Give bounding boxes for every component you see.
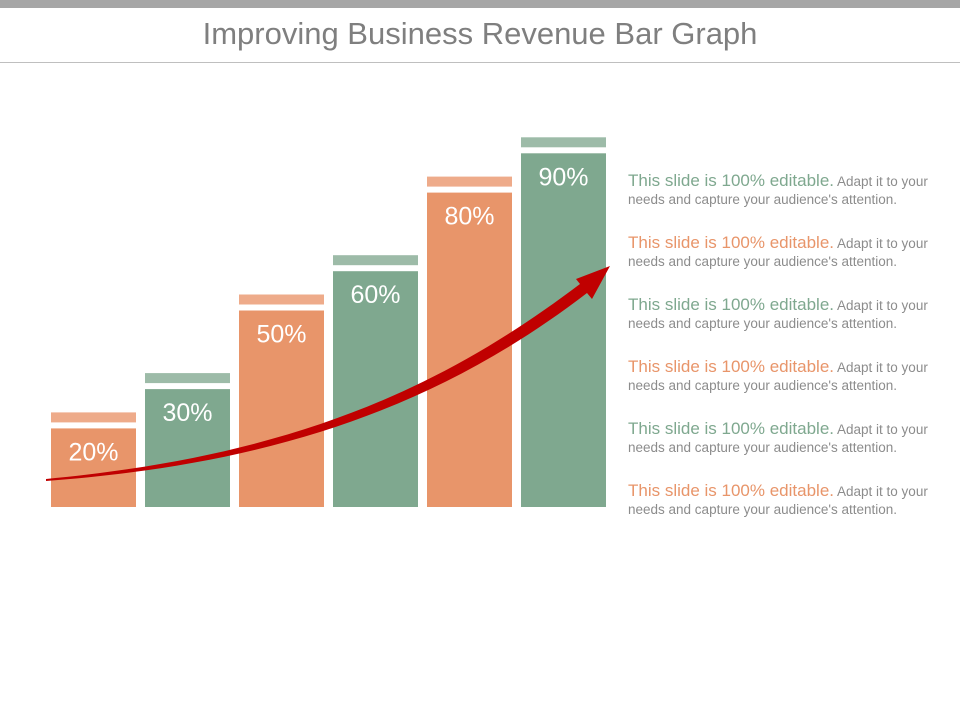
note-lead: This slide is 100% editable. bbox=[628, 233, 835, 252]
bar bbox=[51, 428, 136, 507]
bar-cap bbox=[51, 412, 136, 423]
bar-value-label: 80% bbox=[444, 203, 494, 231]
note-lead: This slide is 100% editable. bbox=[628, 481, 835, 500]
bar-cap bbox=[333, 255, 418, 266]
note-body: Adapt it to your needs and capture your … bbox=[628, 360, 928, 393]
note-item: This slide is 100% editable. Adapt it to… bbox=[628, 482, 928, 544]
note-body: Adapt it to your needs and capture your … bbox=[628, 236, 928, 269]
bar-cap bbox=[521, 137, 606, 148]
note-body: Adapt it to your needs and capture your … bbox=[628, 422, 928, 455]
bar-cap bbox=[239, 294, 324, 305]
slide-title: Improving Business Revenue Bar Graph bbox=[202, 16, 758, 51]
note-lead: This slide is 100% editable. bbox=[628, 171, 835, 190]
bar-value-label: 90% bbox=[538, 163, 588, 191]
note-body: Adapt it to your needs and capture your … bbox=[628, 298, 928, 331]
bar bbox=[239, 310, 324, 507]
note-body: Adapt it to your needs and capture your … bbox=[628, 174, 928, 207]
note-item: This slide is 100% editable. Adapt it to… bbox=[628, 234, 928, 296]
title-divider bbox=[0, 62, 960, 63]
note-item: This slide is 100% editable. Adapt it to… bbox=[628, 296, 928, 358]
note-lead: This slide is 100% editable. bbox=[628, 357, 835, 376]
bar bbox=[333, 271, 418, 507]
note-item: This slide is 100% editable. Adapt it to… bbox=[628, 420, 928, 482]
note-item: This slide is 100% editable. Adapt it to… bbox=[628, 358, 928, 420]
note-lead: This slide is 100% editable. bbox=[628, 419, 835, 438]
bar bbox=[521, 153, 606, 508]
top-accent-bar bbox=[0, 0, 960, 8]
note-item: This slide is 100% editable. Adapt it to… bbox=[628, 172, 928, 234]
bar-value-label: 30% bbox=[162, 399, 212, 427]
bar-value-label: 60% bbox=[350, 281, 400, 309]
note-lead: This slide is 100% editable. bbox=[628, 295, 835, 314]
bar bbox=[145, 389, 230, 507]
bar-value-label: 50% bbox=[256, 321, 306, 349]
bar-cap bbox=[427, 176, 512, 187]
bar-value-label: 20% bbox=[68, 438, 118, 466]
note-body: Adapt it to your needs and capture your … bbox=[628, 484, 928, 517]
notes-list: This slide is 100% editable. Adapt it to… bbox=[628, 172, 928, 544]
bar-cap bbox=[145, 373, 230, 384]
